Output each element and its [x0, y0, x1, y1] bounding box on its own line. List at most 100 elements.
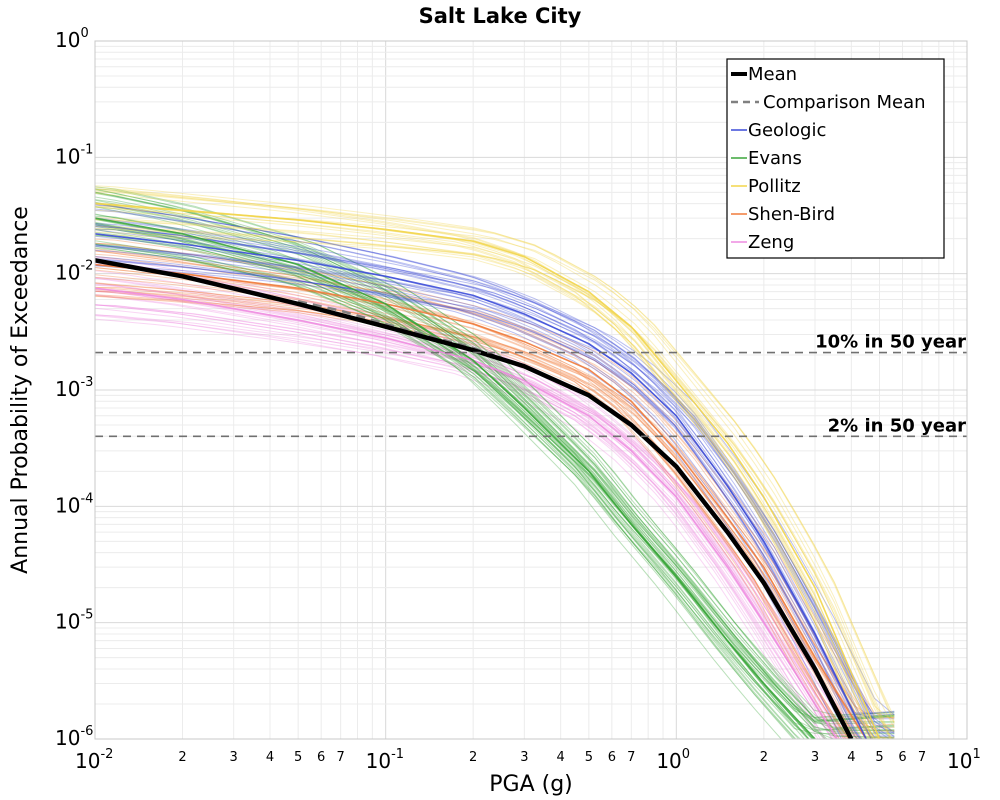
branch-curve-zeng: [95, 276, 843, 739]
branch-curve-geologic: [95, 217, 895, 716]
branch-curve-evans: [95, 235, 828, 739]
branch-curve-evans: [95, 206, 895, 735]
branch-curve-pollitz: [95, 217, 870, 739]
branch-curve-evans: [95, 199, 895, 728]
x-minor-tick-label: 3: [230, 750, 238, 765]
y-axis-label: Annual Probability of Exceedance: [8, 206, 33, 574]
branch-curve-geologic: [95, 258, 851, 739]
branch-curve-evans: [95, 240, 895, 722]
branch-curve-evans: [95, 243, 895, 724]
branch-curve-shen-bird: [95, 290, 863, 739]
branch-curve-zeng: [95, 318, 834, 739]
branch-curve-shen-bird: [95, 238, 877, 739]
branch-curve-evans: [95, 234, 895, 729]
x-minor-tick-label: 6: [898, 750, 906, 765]
branch-curve-shen-bird: [95, 253, 895, 718]
branch-curve-zeng: [95, 288, 854, 739]
x-minor-tick-label: 4: [557, 750, 565, 765]
branch-curve-geologic: [95, 210, 891, 739]
branch-curve-geologic: [95, 203, 895, 734]
x-minor-tick-label: 5: [585, 750, 593, 765]
branch-curve-evans: [95, 247, 895, 739]
branch-curve-evans: [95, 192, 805, 739]
branch-curve-geologic: [95, 265, 874, 739]
y-tick-label: 100: [55, 26, 89, 52]
branch-curve-zeng: [95, 304, 835, 739]
legend-label: Comparison Mean: [763, 92, 926, 113]
branch-curve-evans: [95, 224, 895, 739]
branch-curve-shen-bird: [95, 286, 873, 739]
branch-curve-shen-bird: [95, 256, 858, 739]
branch-curve-zeng: [95, 304, 855, 739]
branch-curve-pollitz: [95, 186, 874, 739]
branch-curve-evans: [95, 215, 826, 739]
branch-curve-pollitz: [95, 188, 873, 739]
branch-curve-zeng: [95, 314, 819, 739]
y-tick-label: 10-1: [55, 142, 93, 168]
branch-curve-geologic: [95, 258, 853, 739]
branch-curve-shen-bird: [95, 267, 845, 739]
branch-curve-geologic: [95, 244, 895, 737]
branch-curve-shen-bird: [95, 250, 847, 739]
branch-curve-pollitz: [95, 206, 868, 739]
branch-curve-pollitz: [95, 206, 895, 739]
chart-title: Salt Lake City: [419, 4, 582, 28]
branch-curve-evans: [95, 224, 782, 739]
branch-curve-pollitz: [95, 227, 891, 739]
branch-curve-shen-bird: [95, 242, 872, 739]
x-minor-tick-label: 5: [294, 750, 302, 765]
branch-curve-zeng: [95, 282, 826, 739]
series-line-evans: [95, 217, 816, 739]
plot-frame: [94, 40, 968, 740]
legend-label: Shen-Bird: [748, 204, 835, 225]
branch-curve-shen-bird: [95, 242, 895, 720]
branch-curve-evans: [95, 244, 800, 739]
branch-curve-geologic: [95, 229, 859, 739]
x-minor-tick-label: 3: [520, 750, 528, 765]
branch-curve-evans: [95, 188, 895, 732]
branch-curve-evans: [95, 214, 895, 732]
branch-curve-pollitz: [95, 218, 895, 733]
x-minor-tick-label: 4: [847, 750, 855, 765]
branch-curve-geologic: [95, 225, 872, 739]
x-tick-label: 101: [947, 747, 981, 773]
branch-curve-evans: [95, 191, 895, 734]
x-minor-tick-label: 2: [469, 750, 477, 765]
x-axis-label: PGA (g): [489, 772, 573, 797]
branch-curve-evans: [95, 188, 895, 739]
x-minor-tick-label: 6: [608, 750, 616, 765]
branch-curve-zeng: [95, 315, 846, 739]
branch-curve-geologic: [95, 249, 861, 739]
x-minor-tick-label: 6: [317, 750, 325, 765]
branch-curve-pollitz: [95, 191, 895, 723]
y-tick-label: 10-6: [55, 724, 93, 750]
branch-curve-geologic: [95, 223, 895, 715]
legend-label: Pollitz: [748, 176, 801, 197]
branch-curve-pollitz: [95, 231, 875, 739]
branch-curve-shen-bird: [95, 289, 874, 739]
legend-label: Evans: [748, 148, 802, 169]
x-tick-label: 10-1: [366, 747, 404, 773]
branch-curve-shen-bird: [95, 294, 868, 739]
branch-curve-shen-bird: [95, 267, 895, 720]
series-line-pollitz: [95, 202, 881, 739]
branch-curve-evans: [95, 228, 810, 739]
branch-curve-geologic: [95, 264, 895, 733]
branch-curve-evans: [95, 246, 809, 739]
legend: Mean Comparison Mean Geologic Evans Pollitz S…: [726, 58, 945, 259]
branch-curve-pollitz: [95, 219, 879, 739]
branch-curve-geologic: [95, 223, 895, 739]
x-tick-label: 100: [656, 747, 690, 773]
branch-curve-zeng: [95, 277, 837, 739]
branch-curve-evans: [95, 229, 796, 739]
legend-label: Zeng: [748, 232, 794, 253]
branch-curve-zeng: [95, 283, 849, 739]
branch-curve-zeng: [95, 314, 861, 739]
legend-label: Mean: [748, 64, 797, 85]
branch-curve-geologic: [95, 202, 895, 720]
x-minor-tick-label: 3: [811, 750, 819, 765]
x-minor-tick-label: 7: [918, 750, 926, 765]
branch-curve-geologic: [95, 204, 895, 734]
